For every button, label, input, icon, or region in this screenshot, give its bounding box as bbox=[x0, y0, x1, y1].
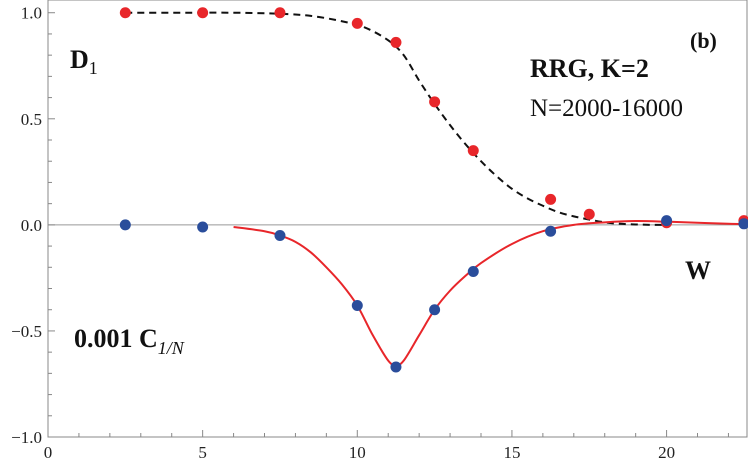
panel-label: (b) bbox=[690, 28, 717, 53]
series-0-point bbox=[197, 7, 209, 19]
c-subscript: 1/N bbox=[158, 338, 185, 358]
c-main: 0.001 C bbox=[74, 324, 158, 353]
series-0-point bbox=[274, 7, 286, 19]
x-tick-label: 0 bbox=[44, 443, 53, 461]
series-1-point bbox=[390, 361, 402, 373]
series-0-point bbox=[119, 7, 131, 19]
y-tick-label: −0.5 bbox=[11, 322, 42, 341]
x-tick-label: 15 bbox=[503, 443, 520, 461]
x-tick-label: 20 bbox=[658, 443, 675, 461]
series-1-point bbox=[429, 304, 441, 316]
w-axis-label: W bbox=[685, 256, 711, 285]
series-0-point bbox=[429, 96, 441, 108]
series-1-point bbox=[545, 225, 557, 237]
series-0-point bbox=[351, 17, 363, 29]
model-label: RRG, K=2 bbox=[530, 54, 649, 83]
data-points bbox=[119, 7, 748, 373]
d1-label: D1 bbox=[70, 45, 98, 78]
y-tick-label: 1.0 bbox=[21, 4, 42, 23]
series-1-point bbox=[467, 266, 479, 278]
y-tick-label: 0.5 bbox=[21, 110, 42, 129]
sizes-label: N=2000-16000 bbox=[530, 95, 683, 122]
fit-curve-1 bbox=[233, 220, 748, 366]
x-tick-label: 10 bbox=[349, 443, 366, 461]
series-0-point bbox=[583, 208, 595, 220]
series-1-point bbox=[274, 229, 286, 241]
d1-subscript: 1 bbox=[89, 58, 98, 78]
y-tick-label: 0.0 bbox=[21, 216, 42, 235]
tick-marks bbox=[47, 12, 729, 438]
c-label: 0.001 C1/N bbox=[74, 324, 185, 358]
series-0-point bbox=[545, 193, 557, 205]
series-1-point bbox=[738, 218, 748, 230]
series-1-point bbox=[119, 219, 131, 231]
series-1-point bbox=[661, 215, 673, 227]
y-tick-label: −1.0 bbox=[11, 428, 42, 447]
series-0-point bbox=[467, 145, 479, 157]
x-tick-label: 5 bbox=[198, 443, 207, 461]
d1-main: D bbox=[70, 45, 89, 74]
series-0-point bbox=[390, 36, 402, 48]
tick-labels: 0 5 10 15 20 −1.0 −0.5 0.0 0.5 1.0 bbox=[11, 4, 675, 461]
series-1-point bbox=[351, 299, 363, 311]
series-1-point bbox=[197, 221, 209, 233]
